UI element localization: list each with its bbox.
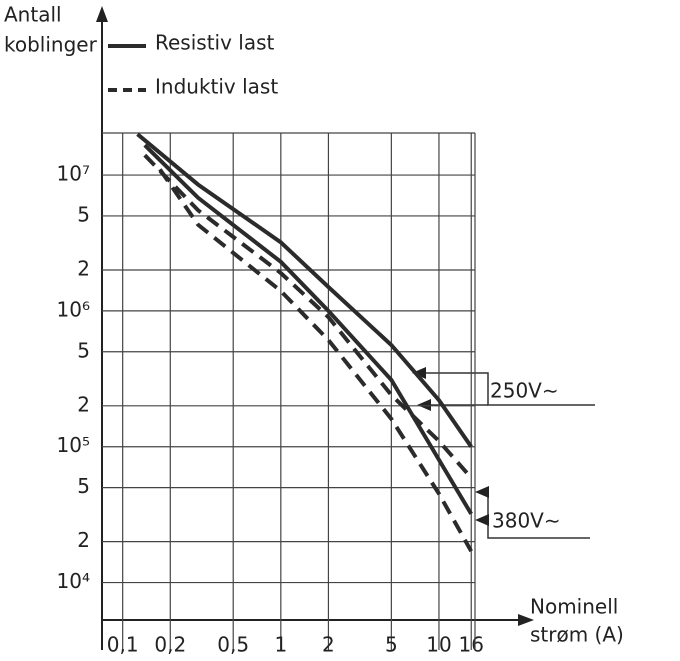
curve (143, 153, 473, 480)
legend-label: Induktiv last (155, 75, 278, 99)
y-tick-label: 5 (77, 202, 90, 226)
x-tick-label: 5 (385, 633, 398, 657)
y-axis-label: koblinger (4, 33, 98, 57)
x-tick-label: 0,5 (217, 633, 249, 657)
x-tick-label: 0,1 (107, 633, 139, 657)
y-tick-label: 5 (77, 338, 90, 362)
annotation-arrowhead (412, 367, 489, 526)
curve (158, 168, 473, 553)
y-tick-label: 10⁶ (57, 297, 90, 321)
curve (143, 143, 473, 515)
x-axis-label: Nominell (530, 595, 618, 619)
legend-label: Resistiv last (155, 31, 275, 55)
y-tick-label: 10⁷ (57, 162, 90, 186)
annotation: 250V∼ (490, 379, 559, 403)
x-tick-label: 2 (322, 633, 335, 657)
y-tick-label: 5 (77, 474, 90, 498)
x-axis-label: strøm (A) (530, 623, 624, 647)
x-arrow (518, 614, 534, 626)
y-tick-label: 10⁵ (57, 433, 90, 457)
y-tick-label: 2 (77, 392, 90, 416)
x-tick-label: 0,2 (154, 633, 186, 657)
x-tick-label: 10 (426, 633, 451, 657)
y-arrow (96, 6, 108, 22)
y-axis-label: Antall (4, 3, 62, 27)
y-tick-label: 2 (77, 256, 90, 280)
y-tick-label: 10⁴ (57, 569, 90, 593)
curve (136, 132, 473, 448)
x-tick-label: 16 (459, 633, 484, 657)
x-tick-label: 1 (274, 633, 287, 657)
y-tick-label: 2 (77, 528, 90, 552)
annotation: 380V∼ (492, 509, 561, 533)
